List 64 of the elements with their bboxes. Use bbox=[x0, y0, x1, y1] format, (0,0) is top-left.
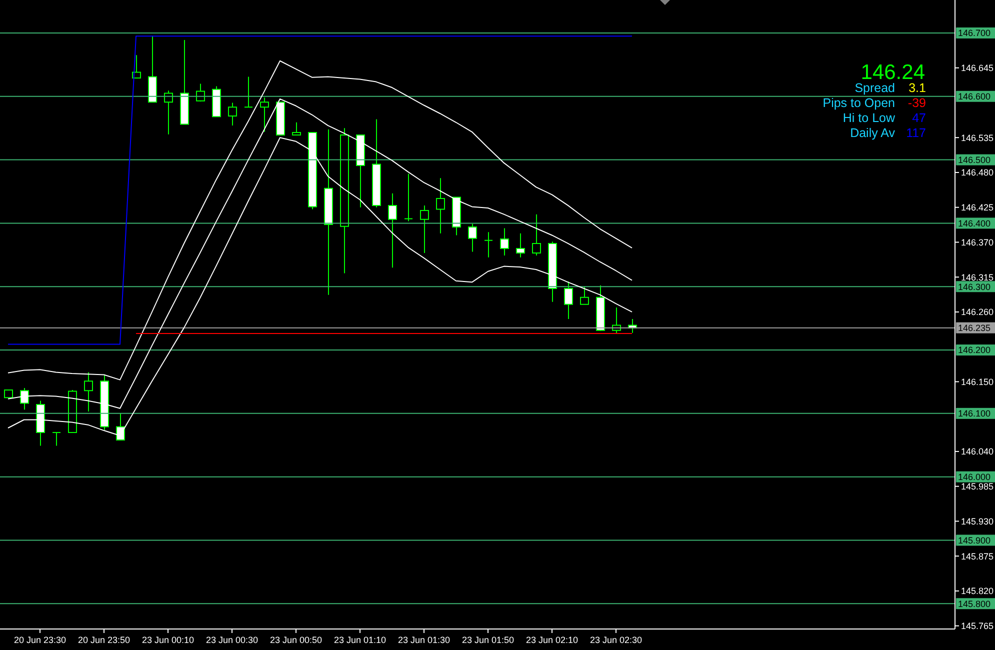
candlestick bbox=[404, 173, 413, 222]
y-tick-label: 146.425 bbox=[961, 202, 994, 213]
candlestick bbox=[52, 432, 61, 446]
y-tick-label: 146.040 bbox=[961, 446, 994, 457]
x-tick-label: 23 Jun 01:30 bbox=[398, 635, 450, 645]
text: -39 bbox=[908, 96, 926, 111]
y-tick-label: 145.875 bbox=[961, 551, 994, 562]
x-tick-label: 20 Jun 23:50 bbox=[78, 635, 130, 645]
candlestick bbox=[84, 372, 93, 412]
text: 117 bbox=[906, 126, 926, 141]
line-series bbox=[8, 60, 632, 380]
ref-line-label: 145.900 bbox=[958, 535, 991, 546]
text: Hi to Low bbox=[842, 111, 895, 126]
candlestick bbox=[292, 122, 301, 136]
text: 146.24 bbox=[860, 61, 925, 84]
x-tick-label: 23 Jun 02:30 bbox=[590, 635, 642, 645]
ref-line-label: 146.400 bbox=[958, 218, 991, 228]
candlestick bbox=[420, 204, 429, 254]
x-tick-label: 23 Jun 00:50 bbox=[270, 635, 322, 645]
ref-line-label: 146.100 bbox=[958, 408, 991, 419]
x-tick-label: 23 Jun 01:50 bbox=[462, 635, 514, 645]
candlestick bbox=[532, 214, 541, 256]
candlestick bbox=[164, 90, 173, 135]
candlestick bbox=[260, 97, 269, 132]
candlestick bbox=[468, 223, 477, 252]
candlestick bbox=[500, 228, 509, 256]
ref-line-label: 146.300 bbox=[958, 282, 991, 292]
candlestick bbox=[484, 232, 493, 258]
y-tick-label: 146.150 bbox=[961, 376, 994, 387]
ref-line-label: 146.600 bbox=[958, 92, 991, 102]
y-tick-label: 146.260 bbox=[961, 307, 994, 318]
text: Daily Av bbox=[850, 126, 895, 141]
y-tick-label: 145.765 bbox=[961, 621, 994, 632]
y-tick-label: 146.370 bbox=[961, 237, 994, 248]
ref-line-label: 146.235 bbox=[958, 322, 991, 333]
x-tick-label: 23 Jun 00:30 bbox=[206, 635, 258, 645]
ref-line-label: 146.700 bbox=[958, 28, 991, 38]
ref-line-label: 146.200 bbox=[958, 345, 991, 356]
text: Spread bbox=[854, 81, 895, 96]
text: 3.1 bbox=[908, 81, 926, 96]
ref-line-label: 146.000 bbox=[958, 472, 991, 482]
text: Pips to Open bbox=[822, 96, 895, 111]
x-tick-label: 23 Jun 02:10 bbox=[526, 635, 578, 645]
candlestick bbox=[436, 178, 445, 234]
candlestick bbox=[564, 281, 573, 320]
ref-line-label: 146.500 bbox=[958, 154, 991, 165]
candlestick bbox=[580, 286, 589, 305]
y-tick-label: 145.930 bbox=[961, 516, 994, 526]
y-tick-label: 146.315 bbox=[961, 272, 994, 282]
y-tick-label: 145.985 bbox=[961, 482, 994, 492]
y-tick-label: 146.645 bbox=[961, 63, 994, 74]
text: 47 bbox=[912, 111, 926, 126]
y-tick-label: 146.535 bbox=[961, 132, 994, 143]
x-tick-label: 23 Jun 01:10 bbox=[334, 635, 386, 645]
x-tick-label: 23 Jun 00:10 bbox=[142, 635, 194, 645]
x-tick-label: 20 Jun 23:30 bbox=[14, 635, 66, 645]
y-tick-label: 145.820 bbox=[961, 586, 994, 596]
y-tick-label: 146.480 bbox=[961, 168, 994, 178]
candlestick bbox=[388, 192, 397, 268]
candlestick bbox=[516, 232, 525, 258]
candlestick bbox=[244, 76, 253, 108]
candlestick bbox=[196, 83, 205, 102]
ref-line-label: 145.800 bbox=[958, 598, 991, 609]
candlestick bbox=[228, 102, 237, 126]
